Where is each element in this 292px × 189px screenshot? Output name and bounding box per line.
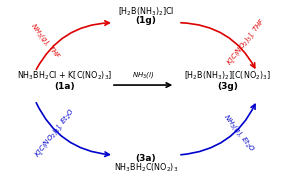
Text: NH$_3$BH$_2$Cl + K[C(NO$_2$)$_3$]: NH$_3$BH$_2$Cl + K[C(NO$_2$)$_3$] bbox=[17, 69, 112, 82]
Text: K[C(NO$_2$)$_3$], THF: K[C(NO$_2$)$_3$], THF bbox=[225, 15, 269, 68]
Text: (1a): (1a) bbox=[54, 82, 74, 91]
Text: NH$_3$(g), Et$_2$O: NH$_3$(g), Et$_2$O bbox=[221, 111, 258, 154]
Text: [H$_2$B(NH$_3$)$_2$]Cl: [H$_2$B(NH$_3$)$_2$]Cl bbox=[118, 5, 174, 18]
Text: [H$_2$B(NH$_3$)$_2$][C(NO$_2$)$_3$]: [H$_2$B(NH$_3$)$_2$][C(NO$_2$)$_3$] bbox=[184, 69, 271, 82]
Text: K[C(NO$_2$)$_3$], Et$_2$O: K[C(NO$_2$)$_3$], Et$_2$O bbox=[32, 105, 79, 160]
Text: NH$_3$(g), THF: NH$_3$(g), THF bbox=[28, 21, 63, 62]
Text: (3a): (3a) bbox=[136, 154, 156, 163]
Text: (1g): (1g) bbox=[135, 16, 157, 25]
Text: (3g): (3g) bbox=[217, 82, 238, 91]
Text: NH$_3$(l): NH$_3$(l) bbox=[132, 70, 154, 80]
Text: NH$_3$BH$_2$C(NO$_2$)$_3$: NH$_3$BH$_2$C(NO$_2$)$_3$ bbox=[114, 162, 178, 174]
